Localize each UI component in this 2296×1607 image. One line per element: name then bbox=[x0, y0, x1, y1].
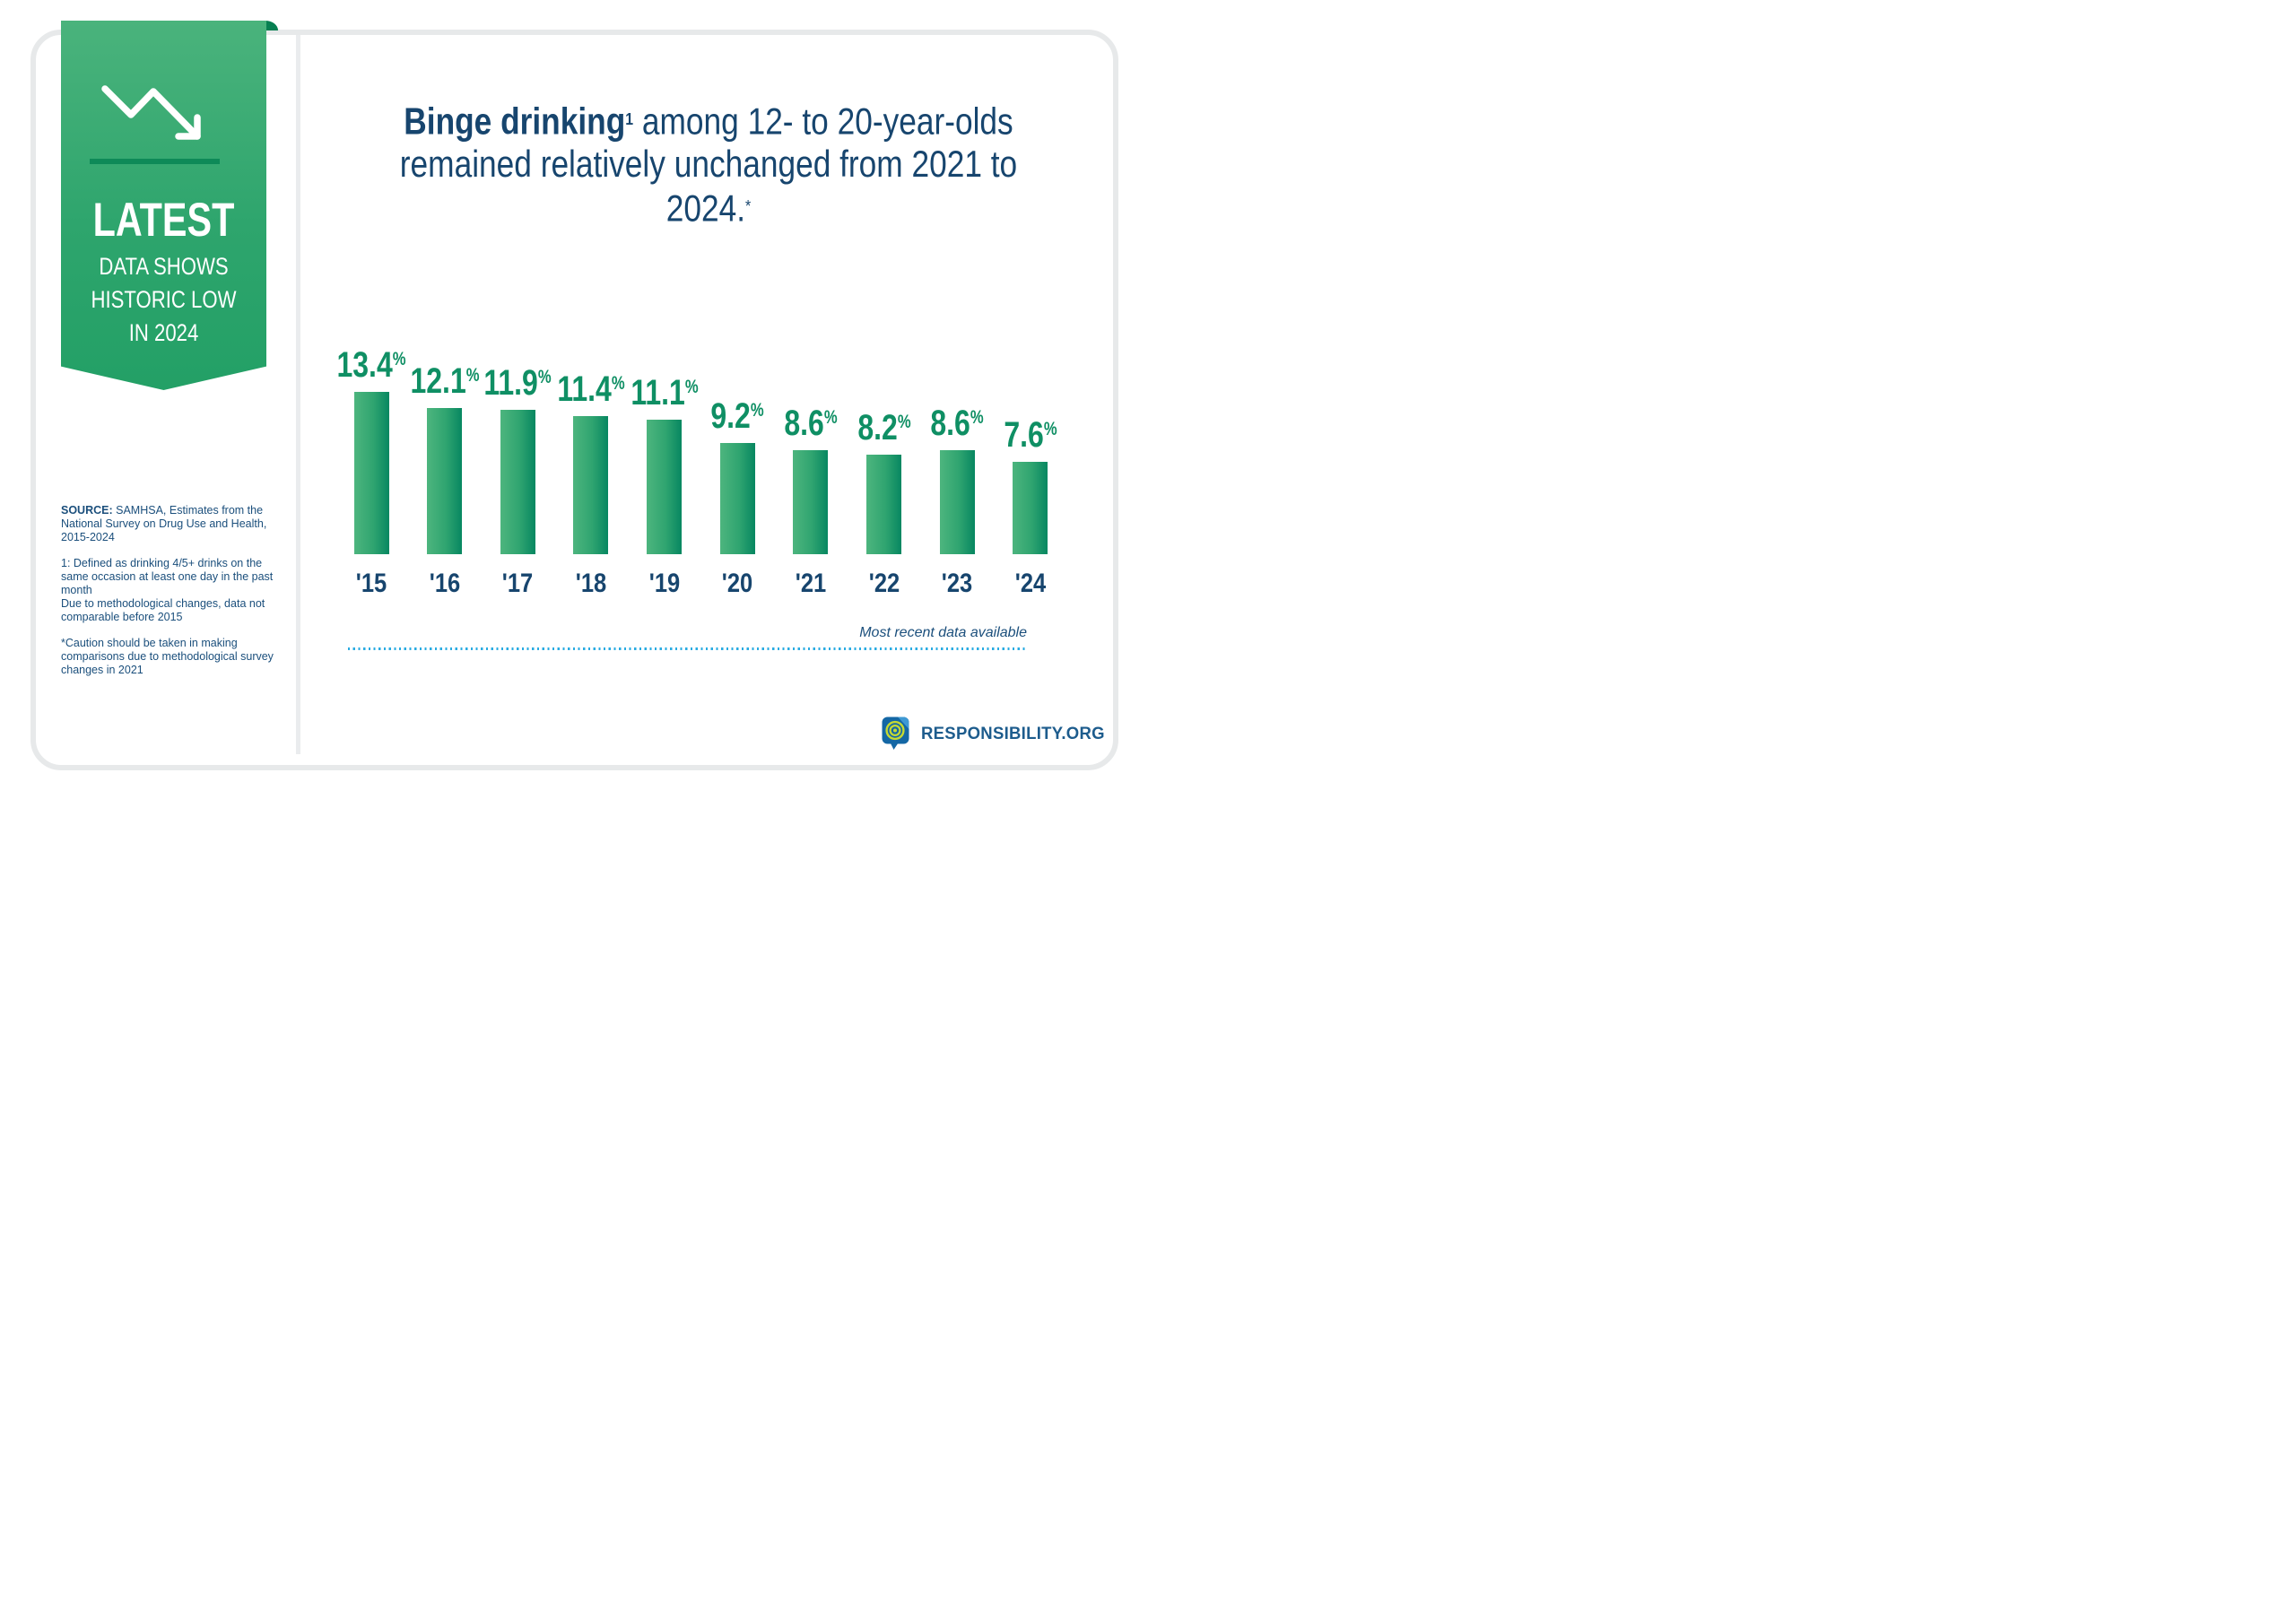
title-line3: 2024. bbox=[665, 187, 746, 230]
ribbon-fold bbox=[265, 21, 278, 30]
ribbon-heading: LATEST bbox=[92, 194, 235, 247]
source-label: SOURCE: bbox=[61, 504, 113, 517]
bar bbox=[353, 392, 389, 554]
brand-name: RESPONSIBILITY.ORG bbox=[921, 723, 1105, 743]
source-text: SAMHSA, Estimates from the National Surv… bbox=[61, 504, 267, 543]
title-line2: remained relatively unchanged from 2021 … bbox=[399, 143, 1018, 186]
bar bbox=[719, 443, 755, 554]
bar bbox=[647, 420, 683, 554]
title-superscript-1: 1 bbox=[625, 110, 634, 129]
footnote-1: 1: Defined as drinking 4/5+ drinks on th… bbox=[61, 557, 280, 623]
ribbon-sub-line3: IN 2024 bbox=[128, 319, 199, 346]
title-bold: Binge drinking bbox=[404, 100, 626, 143]
brand-footer: RESPONSIBILITY.ORG bbox=[882, 717, 1115, 751]
dotted-rule bbox=[348, 647, 1027, 650]
latest-ribbon: LATEST DATA SHOWS HISTORIC LOW IN 2024 bbox=[61, 21, 266, 390]
title-asterisk: * bbox=[745, 197, 752, 217]
title-line1-rest: among 12- to 20-year-olds bbox=[633, 100, 1013, 143]
source-paragraph: SOURCE: SAMHSA, Estimates from the Natio… bbox=[61, 504, 280, 543]
bar bbox=[500, 410, 535, 554]
ribbon-sub-line2: HISTORIC LOW bbox=[91, 286, 237, 313]
bar bbox=[573, 416, 609, 554]
source-notes: SOURCE: SAMHSA, Estimates from the Natio… bbox=[61, 504, 280, 691]
bar bbox=[427, 408, 463, 554]
bar bbox=[866, 455, 902, 554]
bar bbox=[939, 450, 975, 554]
footnote-1-line2: Due to methodological changes, data not … bbox=[61, 596, 265, 623]
vertical-divider bbox=[296, 35, 300, 754]
footnote-2: *Caution should be taken in making compa… bbox=[61, 637, 274, 676]
bar bbox=[793, 450, 829, 554]
footnote-1-line1: 1: Defined as drinking 4/5+ drinks on th… bbox=[61, 557, 274, 596]
chart-title: Binge drinking1 among 12- to 20-year-old… bbox=[377, 99, 1039, 230]
trend-down-arrow-icon bbox=[101, 85, 201, 140]
ribbon-sub-line1: DATA SHOWS bbox=[99, 253, 229, 280]
most-recent-note: Most recent data available bbox=[859, 625, 1027, 640]
ribbon-subheading: DATA SHOWS HISTORIC LOW IN 2024 bbox=[80, 250, 248, 350]
bar bbox=[1013, 462, 1048, 554]
ribbon-divider-rule bbox=[90, 159, 220, 164]
responsibility-logo-icon bbox=[882, 717, 909, 750]
